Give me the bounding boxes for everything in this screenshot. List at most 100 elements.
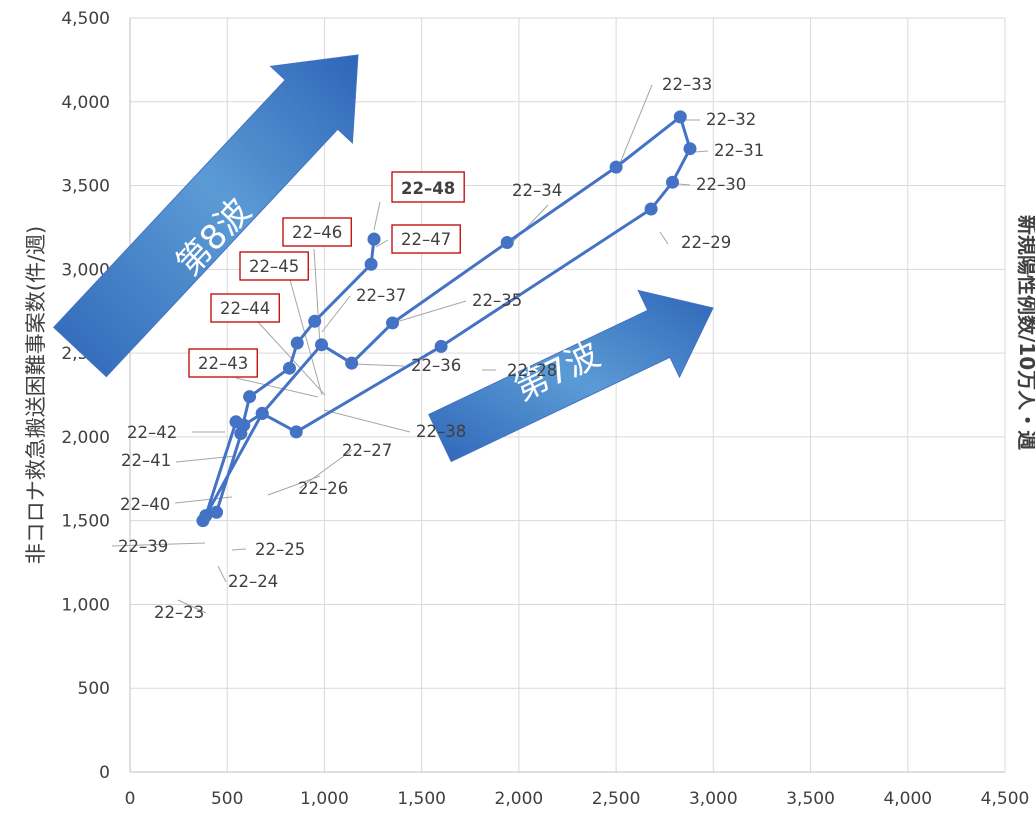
label-leader (677, 183, 691, 186)
data-point (210, 505, 224, 519)
y-tick-label: 3,500 (61, 177, 110, 197)
data-point (229, 415, 243, 429)
x-tick-label: 1,000 (300, 789, 349, 809)
point-label: 22–24 (228, 572, 278, 591)
data-point (644, 202, 658, 216)
label-leader (373, 201, 381, 231)
y-tick-label: 3,000 (61, 260, 110, 280)
point-label: 22–28 (507, 361, 557, 380)
point-label-box (188, 348, 258, 378)
point-label: 22–31 (714, 141, 764, 160)
data-point (386, 316, 399, 330)
data-point (308, 314, 322, 328)
wave8-arrow (52, 54, 359, 378)
data-point (290, 336, 304, 350)
label-leader (392, 300, 467, 324)
y-tick-label: 4,000 (61, 93, 110, 113)
label-leader (313, 248, 321, 346)
data-point (434, 339, 448, 353)
data-point (243, 390, 257, 404)
label-leader (617, 84, 653, 169)
data-point (289, 425, 303, 439)
x-tick-label: 3,000 (689, 789, 738, 809)
y-tick-label: 2,000 (61, 428, 110, 448)
wave7-arrow (428, 289, 714, 463)
x-tick-label: 2,000 (495, 789, 544, 809)
y-tick-label: 1,000 (61, 595, 110, 615)
label-leader (231, 548, 247, 551)
label-leader (321, 295, 351, 333)
point-label: 22–23 (154, 603, 204, 622)
secondary-axis-title: 新規陽性例数/10万人・週 (1015, 215, 1035, 450)
data-point (673, 110, 687, 124)
label-leader (323, 409, 411, 433)
point-label: 22–41 (121, 451, 171, 470)
data-point (199, 509, 213, 523)
data-point (609, 160, 623, 174)
label-leader (693, 150, 709, 153)
point-label: 22–34 (512, 181, 562, 200)
point-label: 22–27 (342, 441, 392, 460)
x-tick-label: 3,500 (786, 789, 835, 809)
data-point (500, 236, 514, 250)
x-tick-label: 4,000 (883, 789, 932, 809)
point-label: 22–30 (696, 175, 746, 194)
point-label: 22–46 (292, 223, 342, 242)
point-label-box (391, 171, 465, 203)
point-label: 22–40 (120, 495, 170, 514)
point-label: 22–33 (662, 75, 712, 94)
point-label: 22–45 (249, 257, 299, 276)
y-tick-label: 1,500 (61, 512, 110, 532)
point-label: 22–35 (472, 291, 522, 310)
label-leader (289, 279, 323, 396)
data-point (364, 257, 378, 271)
point-label: 22–29 (681, 233, 731, 252)
data-points (196, 110, 697, 528)
point-label-box (210, 293, 280, 323)
label-leader (177, 599, 207, 614)
data-point (666, 175, 679, 189)
point-label: 22–48 (401, 179, 455, 198)
label-leader-lines (111, 84, 709, 614)
point-label: 22–39 (118, 537, 168, 556)
label-leader (174, 496, 233, 504)
data-point (315, 338, 329, 352)
label-leader (509, 204, 549, 246)
x-tick-label: 0 (125, 789, 136, 809)
label-leader (111, 542, 206, 547)
x-tick-label: 1,500 (397, 789, 446, 809)
data-point (367, 232, 381, 246)
point-label: 22–32 (706, 110, 756, 129)
point-label: 22–47 (401, 230, 451, 249)
point-labels: 22–23 22–24 22–25 22–26 22–27 22–28 22–29 22–30… (118, 75, 764, 622)
point-label-box (391, 224, 461, 254)
label-leader (217, 565, 227, 583)
data-point (683, 142, 697, 156)
point-label: 22–37 (356, 286, 406, 305)
data-point (234, 427, 248, 441)
axes: 0 500 1,000 1,500 2,000 2,500 3,000 3,500 4,000 4… (61, 9, 1029, 809)
point-label-box (282, 217, 352, 247)
point-label-box (239, 251, 309, 281)
y-tick-label: 4,500 (61, 9, 110, 29)
y-axis-title: 非コロナ救急搬送困難事案数(件/週) (24, 226, 48, 564)
data-point (255, 406, 269, 420)
x-tick-label: 2,500 (592, 789, 641, 809)
y-tick-label: 0 (99, 763, 110, 783)
data-point (345, 356, 359, 370)
y-tick-label: 500 (78, 679, 110, 699)
label-leader (299, 449, 353, 489)
data-point (282, 361, 296, 375)
point-label: 22–43 (198, 354, 248, 373)
point-label: 22–36 (411, 356, 461, 375)
label-leader (659, 231, 669, 245)
label-leader (235, 377, 319, 398)
point-label: 22–44 (220, 299, 270, 318)
point-label: 22–25 (255, 540, 305, 559)
point-label: 22–38 (416, 422, 466, 441)
label-leader (375, 239, 389, 248)
x-tick-label: 500 (211, 789, 243, 809)
point-label: 22–26 (298, 479, 348, 498)
